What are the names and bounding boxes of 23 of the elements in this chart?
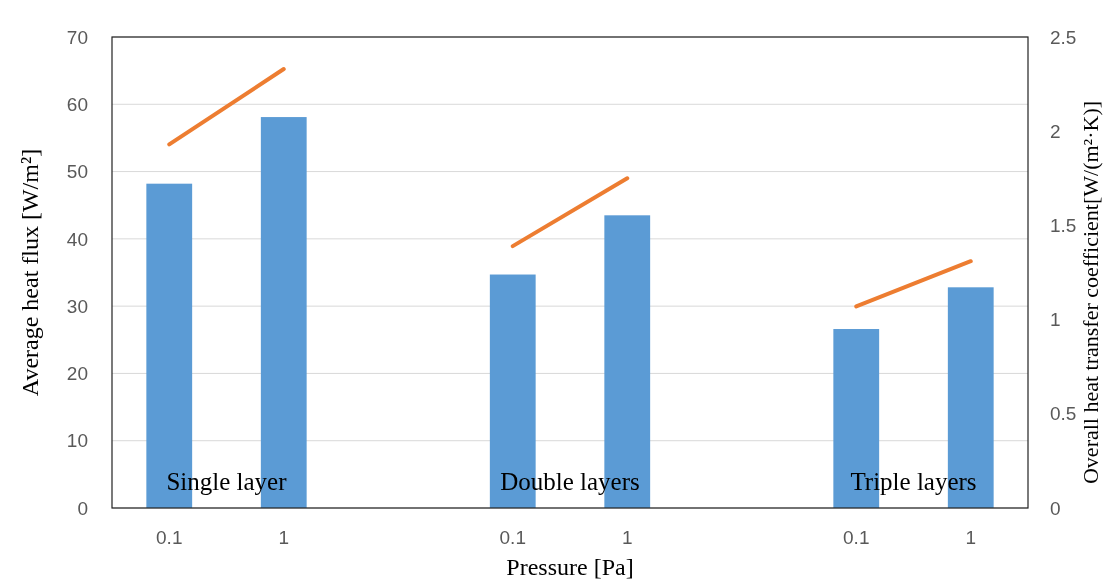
y-axis-title: Average heat flux [W/m²] (17, 148, 43, 397)
y2-axis-title: Overall heat transfer coefficient[W/(m²·K)] (1078, 100, 1103, 485)
y2-tick-label: 1 (1050, 309, 1061, 331)
y2-tick-label: 0.5 (1050, 403, 1077, 425)
y2-tick-label: 0 (1050, 497, 1061, 519)
y-tick-label: 50 (66, 161, 88, 183)
y2-tick-label: 2 (1050, 120, 1061, 142)
y-tick-label: 70 (66, 26, 88, 48)
x-tick-label: 1 (278, 527, 290, 548)
x-tick-label: 0.1 (499, 527, 526, 548)
y2-tick-label: 1.5 (1050, 215, 1077, 237)
y-tick-label: 0 (77, 497, 88, 519)
y-tick-label: 10 (66, 430, 88, 452)
x-tick-label: 1 (621, 527, 633, 548)
y-tick-label: 30 (66, 295, 88, 317)
x-axis-title: Pressure [Pa] (506, 554, 634, 580)
y-tick-label: 40 (66, 228, 88, 250)
y2-tick-label: 2.5 (1050, 26, 1077, 48)
y-tick-label: 20 (66, 363, 88, 385)
y-tick-label: 60 (66, 93, 88, 115)
x-tick-label: 1 (965, 527, 977, 548)
x-tick-label: 0.1 (156, 527, 183, 548)
x-tick-label: 0.1 (843, 527, 870, 548)
